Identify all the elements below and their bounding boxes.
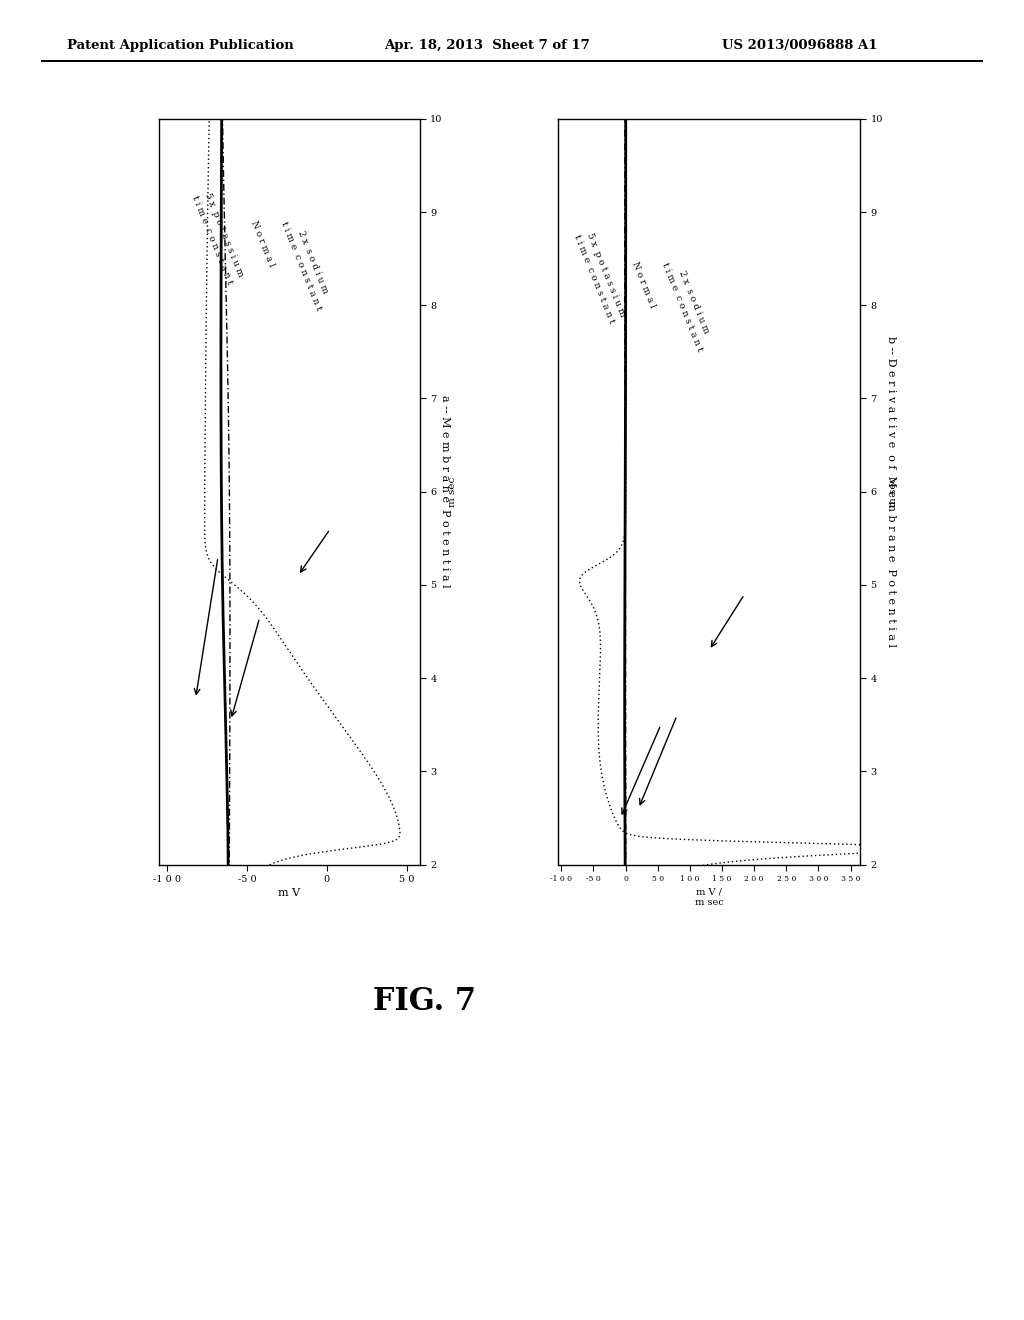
Text: FIG. 7: FIG. 7 xyxy=(374,986,476,1016)
X-axis label: m V /
m sec: m V / m sec xyxy=(694,887,724,907)
Text: 5 x  p o t a s s i u m
t i m e  c o n s t a n t: 5 x p o t a s s i u m t i m e c o n s t … xyxy=(190,190,246,285)
Text: 2 x  s o d i u m
t i m e  c o n s t a n t: 2 x s o d i u m t i m e c o n s t a n t xyxy=(660,257,716,352)
Y-axis label: m sec: m sec xyxy=(449,477,457,507)
Text: N o r m a l: N o r m a l xyxy=(630,261,656,309)
Text: Apr. 18, 2013  Sheet 7 of 17: Apr. 18, 2013 Sheet 7 of 17 xyxy=(384,38,590,51)
Y-axis label: m sec: m sec xyxy=(889,477,897,507)
Text: a -- M e m b r a n e  P o t e n t i a l: a -- M e m b r a n e P o t e n t i a l xyxy=(440,395,451,587)
Text: 5 x  p o t a s s i u m
t i m e  c o n s t a n t: 5 x p o t a s s i u m t i m e c o n s t … xyxy=(572,230,628,325)
X-axis label: m V: m V xyxy=(279,888,300,898)
Text: 2 x  s o d i u m
t i m e  c o n s t a n t: 2 x s o d i u m t i m e c o n s t a n t xyxy=(280,216,335,312)
Text: Patent Application Publication: Patent Application Publication xyxy=(67,38,293,51)
Text: US 2013/0096888 A1: US 2013/0096888 A1 xyxy=(722,38,878,51)
Text: N o r m a l: N o r m a l xyxy=(249,220,275,268)
Text: b -- D e r i v a t i v e  o f  M e m b r a n e  P o t e n t i a l: b -- D e r i v a t i v e o f M e m b r a… xyxy=(886,335,896,647)
